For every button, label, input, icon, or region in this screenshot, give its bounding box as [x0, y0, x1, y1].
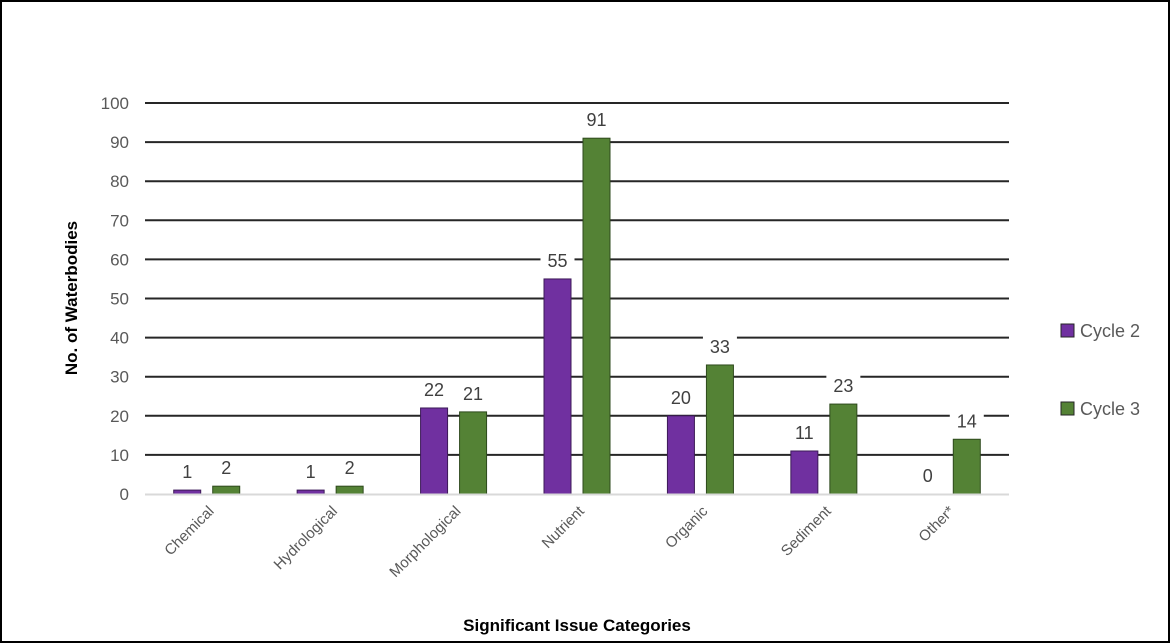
y-tick-label: 50 [110, 290, 129, 309]
bar-cycle-2 [666, 415, 695, 495]
y-tick-label: 40 [110, 329, 129, 348]
data-label-bg [787, 420, 822, 445]
data-label: 23 [833, 376, 853, 396]
data-label: 33 [710, 337, 730, 357]
bar-cycle-2 [420, 407, 449, 495]
y-tick-label: 100 [101, 94, 129, 113]
gridlines [145, 102, 1009, 456]
legend-swatch-cycle-2 [1060, 323, 1075, 338]
x-category-label: Morphological [386, 503, 464, 581]
data-label-bg [910, 464, 945, 488]
data-label: 2 [221, 458, 231, 478]
data-label: 91 [586, 110, 606, 130]
bar-cycle-3 [952, 438, 981, 495]
x-category-label: Sediment [778, 502, 835, 559]
data-label: 55 [547, 251, 567, 271]
data-label: 20 [671, 388, 691, 408]
bar-cycle-3 [459, 411, 488, 495]
data-label-bg [209, 456, 244, 481]
data-label-bg [417, 377, 452, 402]
data-label-bg [663, 385, 698, 410]
x-category-label: Nutrient [539, 502, 589, 552]
bar-cycle-2 [173, 489, 202, 495]
bar-cycle-3 [705, 364, 734, 495]
bar-cycle-3 [335, 485, 364, 495]
legend: Cycle 2 Cycle 3 [1060, 321, 1140, 419]
y-tick-label: 60 [110, 250, 129, 269]
data-label: 1 [182, 462, 192, 482]
bar-cycle-2 [543, 278, 572, 495]
y-axis-title: No. of Waterbodies [62, 221, 81, 375]
y-tick-label: 10 [110, 446, 129, 465]
data-label: 22 [424, 380, 444, 400]
data-label-bg [456, 381, 491, 406]
x-category-label: Chemical [161, 503, 217, 559]
bar-cycle-3 [212, 485, 241, 495]
data-label-bg [949, 409, 984, 434]
x-category-label: Hydrological [271, 503, 341, 573]
data-label: 11 [795, 423, 814, 443]
bar-cycle-2 [296, 489, 325, 495]
data-label: 14 [957, 411, 977, 431]
data-label-bg [170, 460, 205, 485]
y-tick-label: 70 [110, 211, 129, 230]
data-label-bg [702, 334, 737, 359]
data-label-bg [579, 108, 614, 133]
legend-label: Cycle 2 [1080, 321, 1140, 341]
y-tick-label: 30 [110, 368, 129, 387]
bars [173, 137, 981, 495]
bar-cycle-3 [829, 403, 858, 495]
data-label-bg [293, 460, 328, 485]
x-category-label: Organic [662, 502, 712, 552]
data-label-bg [540, 248, 575, 273]
data-label-bg [332, 456, 367, 481]
y-tick-label: 20 [110, 407, 129, 426]
y-tick-label: 0 [120, 485, 129, 504]
data-label: 1 [306, 462, 316, 482]
data-label-bg [826, 374, 861, 399]
legend-label: Cycle 3 [1080, 399, 1140, 419]
y-tick-label: 90 [110, 133, 129, 152]
y-axis-ticks: 0 10 20 30 40 50 60 70 80 90 100 [101, 94, 129, 504]
y-tick-label: 80 [110, 172, 129, 191]
data-label: 0 [923, 466, 933, 486]
legend-swatch-cycle-3 [1060, 401, 1075, 416]
data-label: 21 [463, 384, 483, 404]
bar-cycle-3 [582, 137, 611, 495]
x-axis-title: Significant Issue Categories [463, 616, 691, 635]
x-axis-categories: Chemical Hydrological Morphological Nutrien… [161, 502, 958, 581]
x-category-label: Other* [915, 503, 958, 546]
bar-cycle-2 [790, 450, 819, 495]
data-label: 2 [345, 458, 355, 478]
